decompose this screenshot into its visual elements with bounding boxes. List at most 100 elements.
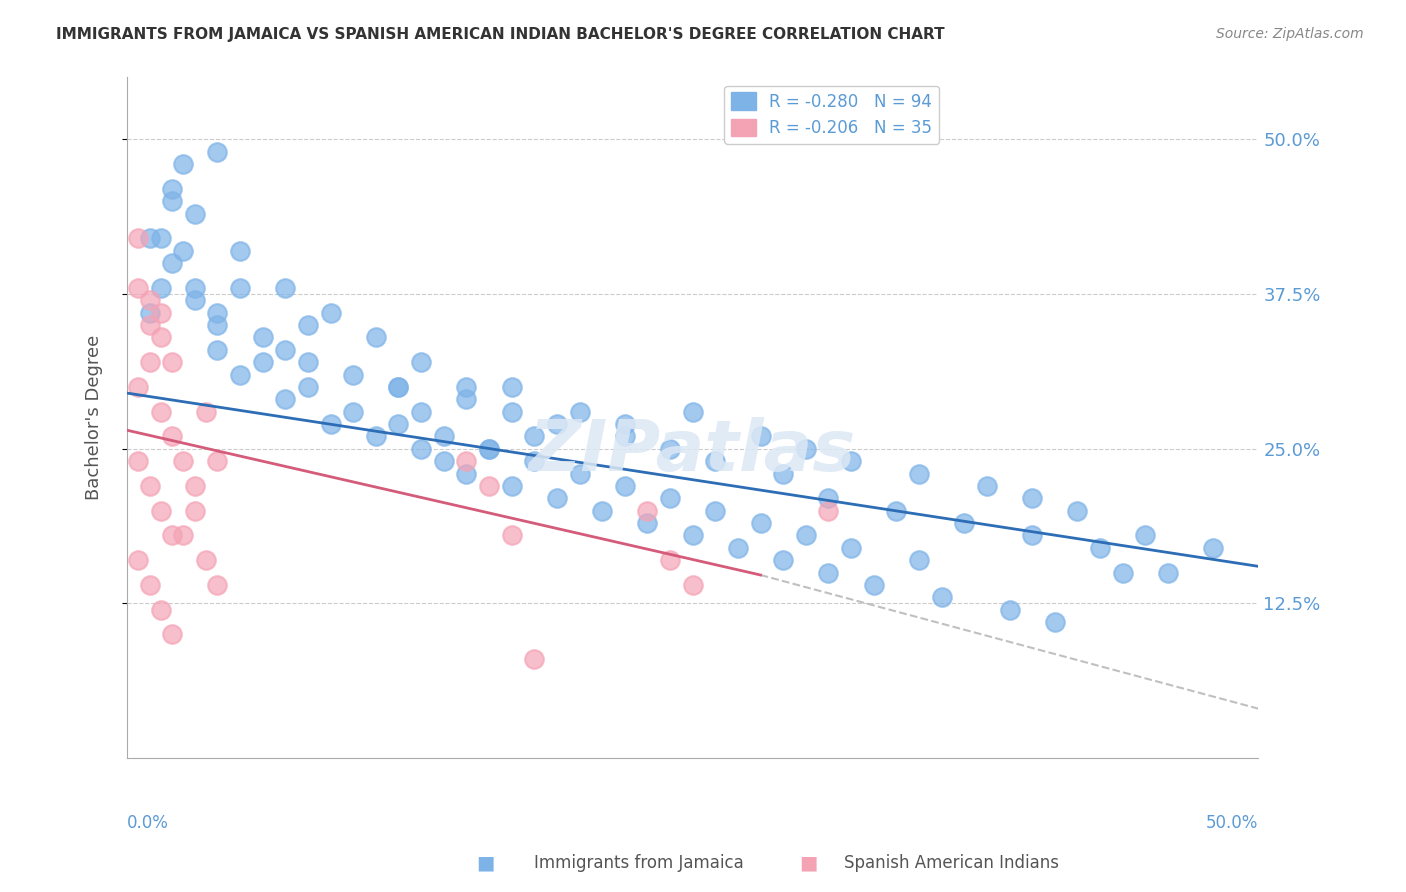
Point	[207, 318, 229, 332]
Point	[772, 553, 794, 567]
Point	[839, 454, 862, 468]
Point	[207, 343, 229, 357]
Point	[546, 491, 568, 506]
Point	[319, 417, 342, 431]
Point	[817, 503, 839, 517]
Point	[1021, 491, 1043, 506]
Point	[184, 206, 207, 220]
Point	[682, 578, 704, 592]
Point	[274, 392, 297, 407]
Point	[1157, 566, 1180, 580]
Point	[659, 491, 682, 506]
Point	[976, 479, 998, 493]
Point	[568, 404, 591, 418]
Point	[160, 627, 183, 641]
Point	[478, 442, 501, 456]
Text: IMMIGRANTS FROM JAMAICA VS SPANISH AMERICAN INDIAN BACHELOR'S DEGREE CORRELATION: IMMIGRANTS FROM JAMAICA VS SPANISH AMERI…	[56, 27, 945, 42]
Point	[229, 281, 252, 295]
Text: Immigrants from Jamaica: Immigrants from Jamaica	[534, 855, 744, 872]
Point	[160, 429, 183, 443]
Point	[149, 281, 172, 295]
Text: Spanish American Indians: Spanish American Indians	[844, 855, 1059, 872]
Text: ■: ■	[475, 854, 495, 872]
Point	[659, 553, 682, 567]
Point	[297, 318, 319, 332]
Text: ■: ■	[799, 854, 818, 872]
Point	[184, 281, 207, 295]
Point	[411, 442, 433, 456]
Point	[173, 157, 195, 171]
Point	[636, 516, 658, 530]
Point	[138, 578, 160, 592]
Point	[862, 578, 884, 592]
Point	[149, 602, 172, 616]
Point	[613, 429, 636, 443]
Point	[456, 467, 478, 481]
Point	[319, 305, 342, 319]
Text: 0.0%: 0.0%	[127, 814, 169, 832]
Point	[1088, 541, 1111, 555]
Point	[387, 417, 409, 431]
Point	[127, 553, 149, 567]
Point	[456, 392, 478, 407]
Point	[149, 305, 172, 319]
Point	[195, 404, 218, 418]
Point	[138, 293, 160, 308]
Point	[886, 503, 908, 517]
Point	[160, 256, 183, 270]
Point	[568, 467, 591, 481]
Point	[613, 479, 636, 493]
Point	[817, 566, 839, 580]
Point	[456, 454, 478, 468]
Point	[252, 355, 274, 369]
Point	[456, 380, 478, 394]
Text: ZIPatlas: ZIPatlas	[529, 417, 856, 486]
Point	[749, 429, 772, 443]
Point	[1135, 528, 1157, 542]
Point	[342, 404, 364, 418]
Point	[297, 380, 319, 394]
Text: Source: ZipAtlas.com: Source: ZipAtlas.com	[1216, 27, 1364, 41]
Point	[613, 417, 636, 431]
Point	[501, 380, 523, 394]
Point	[523, 454, 546, 468]
Point	[149, 503, 172, 517]
Point	[387, 380, 409, 394]
Point	[682, 404, 704, 418]
Point	[523, 429, 546, 443]
Point	[160, 528, 183, 542]
Point	[342, 368, 364, 382]
Point	[127, 231, 149, 245]
Point	[229, 368, 252, 382]
Point	[659, 442, 682, 456]
Point	[127, 281, 149, 295]
Point	[149, 231, 172, 245]
Point	[138, 231, 160, 245]
Point	[1021, 528, 1043, 542]
Point	[411, 404, 433, 418]
Point	[127, 454, 149, 468]
Point	[839, 541, 862, 555]
Point	[411, 355, 433, 369]
Point	[1111, 566, 1133, 580]
Point	[138, 355, 160, 369]
Point	[160, 355, 183, 369]
Point	[173, 454, 195, 468]
Point	[478, 442, 501, 456]
Point	[207, 145, 229, 159]
Point	[173, 244, 195, 258]
Point	[252, 330, 274, 344]
Point	[433, 454, 456, 468]
Point	[207, 305, 229, 319]
Point	[523, 652, 546, 666]
Point	[138, 318, 160, 332]
Point	[138, 479, 160, 493]
Point	[772, 467, 794, 481]
Point	[501, 528, 523, 542]
Point	[591, 503, 613, 517]
Point	[207, 578, 229, 592]
Point	[229, 244, 252, 258]
Point	[636, 503, 658, 517]
Point	[387, 380, 409, 394]
Point	[478, 479, 501, 493]
